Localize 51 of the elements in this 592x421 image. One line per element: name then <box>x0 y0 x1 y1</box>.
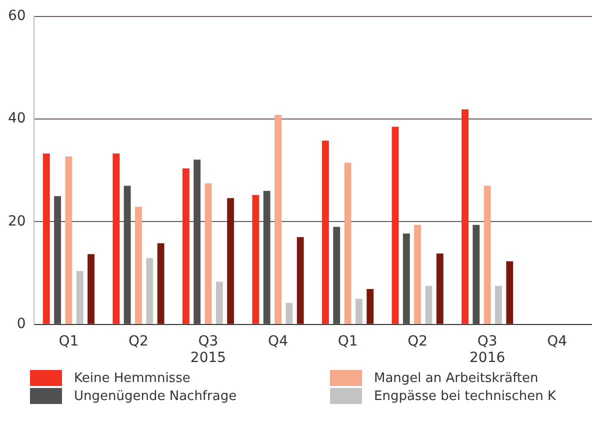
bar <box>88 254 94 324</box>
bar <box>392 126 399 324</box>
bar <box>194 160 201 324</box>
x-tick-label: Q2 <box>408 333 428 350</box>
x-tick-label: Q1 <box>338 333 358 350</box>
bar <box>54 196 61 324</box>
bar <box>462 109 468 324</box>
bar <box>42 153 50 324</box>
bar <box>506 261 514 324</box>
bar <box>227 198 234 324</box>
legend-label: Ungenügende Nachfrage <box>74 388 237 404</box>
bar <box>112 153 120 324</box>
x-tick-label: Q2 <box>128 333 148 350</box>
bar <box>65 156 72 324</box>
x-tick-label: Q3 2016 <box>470 333 506 366</box>
bar <box>436 254 444 324</box>
bar <box>296 237 304 324</box>
x-tick-label: Q3 2015 <box>190 333 226 366</box>
bar <box>252 195 260 324</box>
y-tick-label: 20 <box>8 213 26 230</box>
legend-label: Keine Hemmnisse <box>74 370 190 386</box>
x-tick-label: Q4 <box>268 333 288 350</box>
bar <box>124 186 131 324</box>
bar <box>333 226 340 324</box>
bar <box>146 258 154 324</box>
bar <box>182 168 190 324</box>
y-tick-label: 60 <box>8 8 26 24</box>
bar <box>322 140 329 324</box>
bar <box>366 288 374 324</box>
bar <box>216 282 223 324</box>
bar <box>355 298 362 324</box>
bar <box>157 243 164 324</box>
bar <box>414 224 422 324</box>
bar <box>495 286 502 324</box>
bar <box>204 183 212 324</box>
legend-label: Engpässe bei technischen K <box>374 388 556 404</box>
bar <box>274 114 282 324</box>
bar <box>344 162 352 324</box>
bar <box>76 271 84 324</box>
x-tick-label: Q1 <box>58 333 79 350</box>
bar <box>135 206 142 324</box>
y-tick-label: 0 <box>16 316 26 332</box>
bar <box>402 234 410 324</box>
bar <box>425 286 432 324</box>
legend-label: Mangel an Arbeitskräften <box>374 370 538 386</box>
bar <box>472 224 480 324</box>
y-tick-label: 40 <box>8 110 26 127</box>
bar <box>263 190 270 324</box>
x-tick-label: Q4 <box>547 333 568 350</box>
bar <box>286 302 293 324</box>
bar <box>484 186 491 324</box>
